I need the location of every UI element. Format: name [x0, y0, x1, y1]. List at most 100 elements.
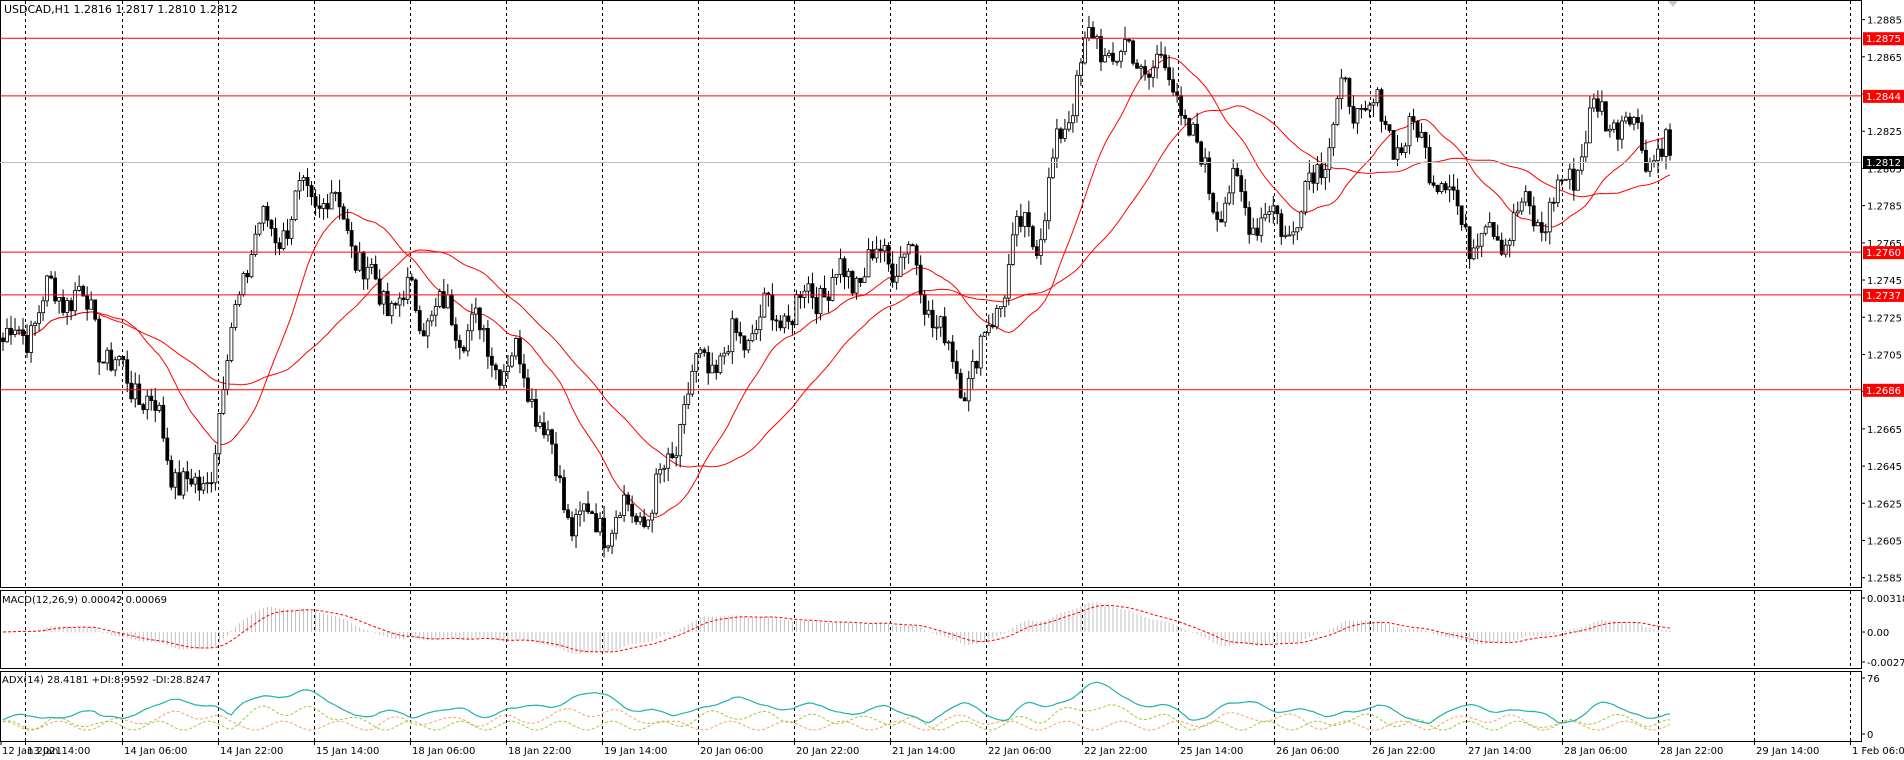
candle-body — [93, 299, 98, 320]
candle-body — [17, 329, 21, 332]
adx-axis: 76 0 — [1861, 674, 1880, 741]
candle-body — [1087, 27, 1091, 39]
candle-body — [1668, 129, 1672, 156]
candle-body — [1355, 108, 1360, 124]
candle-body — [506, 365, 510, 373]
candle-body — [1, 337, 5, 343]
candle-body — [1567, 168, 1572, 180]
candle-body — [365, 266, 370, 280]
candle-body — [986, 324, 991, 333]
candle-body — [1267, 211, 1272, 215]
support-resistance-lines[interactable] — [0, 37, 1861, 391]
candle-body — [1503, 244, 1508, 255]
candle-body — [229, 327, 234, 361]
level-badge-label: 1.2875 — [1866, 34, 1901, 45]
candle-body — [846, 270, 851, 278]
level-badge-label: 1.2737 — [1866, 291, 1901, 302]
level-badge-label: 1.2686 — [1866, 386, 1901, 397]
candle-body — [754, 329, 759, 335]
candle-body — [189, 478, 194, 485]
candle-body — [377, 278, 382, 305]
candle-body — [409, 276, 414, 281]
candle-body — [1507, 240, 1512, 246]
level-badge-label: 1.2760 — [1866, 248, 1901, 259]
candle-body — [369, 263, 374, 268]
candle-body — [1223, 202, 1228, 223]
candle-body — [1103, 55, 1107, 63]
candle-body — [1471, 247, 1476, 260]
candle-body — [738, 332, 743, 337]
time-tick-label: 28 Jan 06:00 — [1564, 746, 1627, 757]
chart-shift-marker-icon[interactable] — [1668, 1, 1678, 7]
candle-body — [1002, 297, 1007, 308]
candle-body — [694, 353, 699, 372]
candle-body — [297, 180, 302, 192]
macd-histogram — [6, 602, 1671, 655]
candle-body — [1319, 164, 1324, 179]
candle-body — [578, 510, 582, 515]
candle-body — [197, 476, 202, 491]
adx-pane[interactable]: ADX(14) 28.4181 +DI:8.9592 -DI:28.8247 — [0, 671, 1862, 742]
candle-body — [157, 404, 162, 411]
candle-body — [1628, 116, 1632, 125]
candle-body — [449, 294, 454, 326]
candle-body — [1034, 246, 1039, 256]
moving-average-line — [2, 105, 1671, 468]
candle-body — [401, 297, 406, 300]
candle-body — [722, 352, 727, 357]
candle-body — [1351, 106, 1356, 124]
time-tick-label: 18 Jan 22:00 — [508, 746, 571, 757]
candle-body — [922, 293, 927, 315]
candle-body — [794, 294, 799, 326]
time-tick-label: 21 Jan 14:00 — [892, 746, 955, 757]
candle-body — [301, 177, 306, 181]
macd-signal-line — [2, 604, 1671, 653]
price-pane[interactable]: USDCAD,H1 1.2816 1.2817 1.2810 1.2812 — [0, 0, 1862, 588]
candle-body — [489, 355, 494, 366]
candle-body — [1187, 118, 1192, 136]
candle-body — [570, 517, 574, 537]
candle-body — [542, 422, 546, 436]
candle-body — [770, 294, 775, 321]
candle-body — [261, 205, 266, 224]
candle-body — [978, 335, 983, 369]
candle-body — [678, 424, 683, 457]
candle-body — [554, 443, 558, 477]
candle-body — [325, 203, 330, 210]
time-tick-label: 18 Jan 06:00 — [412, 746, 475, 757]
candle-body — [1042, 220, 1047, 241]
candle-body — [285, 230, 290, 239]
candle-body — [149, 395, 154, 401]
candle-body — [1579, 156, 1584, 171]
candle-body — [445, 294, 450, 309]
macd-tick-label: 0.00 — [1867, 628, 1889, 639]
candle-body — [502, 371, 506, 386]
candle-body — [898, 256, 903, 277]
candle-body — [25, 335, 29, 353]
price-tick-label: 1.2625 — [1867, 499, 1902, 510]
candle-body — [1014, 216, 1019, 236]
macd-pane[interactable]: MACD(12,26,9) 0.00042 0.00069 — [0, 590, 1862, 669]
candle-body — [918, 264, 923, 295]
candle-body — [1499, 239, 1504, 255]
candle-body — [329, 192, 334, 210]
macd-tick-label: 0.00318 — [1867, 594, 1904, 605]
candle-body — [558, 475, 562, 479]
candle-body — [341, 206, 346, 220]
candle-body — [1547, 201, 1552, 233]
candle-body — [1195, 123, 1200, 143]
adx-tick-label: 76 — [1867, 674, 1880, 685]
candle-body — [1451, 186, 1456, 191]
candle-body — [622, 494, 627, 516]
candle-body — [514, 338, 518, 357]
candle-body — [598, 517, 602, 533]
candle-body — [1143, 66, 1147, 75]
candle-body — [1363, 107, 1368, 111]
candle-body — [1591, 98, 1596, 109]
candle-body — [786, 315, 791, 322]
candle-body — [1175, 91, 1180, 96]
candle-body — [894, 275, 899, 283]
candle-body — [510, 355, 514, 367]
candle-body — [1443, 183, 1448, 191]
